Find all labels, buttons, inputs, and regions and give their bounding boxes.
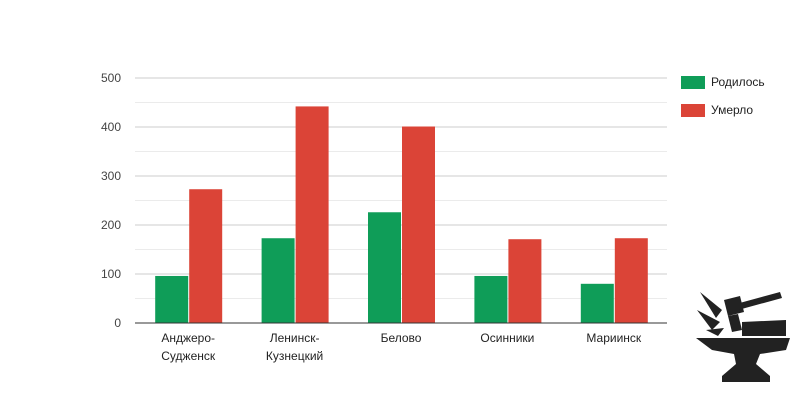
legend-label: Родилось xyxy=(711,75,765,89)
bar-born xyxy=(261,238,295,323)
y-tick-label: 200 xyxy=(101,218,121,232)
x-tick-label: Кузнецкий xyxy=(266,349,323,363)
bar-born xyxy=(474,275,508,323)
legend-item-born[interactable]: Родилось xyxy=(681,75,765,89)
x-tick-label: Мариинск xyxy=(586,331,642,345)
x-tick-label: Ленинск- xyxy=(270,331,320,345)
x-tick-label: Осинники xyxy=(480,331,534,345)
bar-born xyxy=(580,283,614,323)
x-tick-label: Анджеро- xyxy=(161,331,215,345)
bar-born xyxy=(155,275,189,323)
y-tick-label: 0 xyxy=(114,316,121,330)
bar-died xyxy=(189,189,223,323)
y-tick-label: 500 xyxy=(101,71,121,85)
bar-died xyxy=(402,126,435,323)
legend-swatch xyxy=(681,75,705,89)
x-tick-label: Белово xyxy=(381,331,422,345)
legend-swatch xyxy=(681,103,705,117)
bar-died xyxy=(508,239,542,323)
bar-died xyxy=(295,106,329,323)
legend-item-died[interactable]: Умерло xyxy=(681,103,765,117)
y-tick-label: 400 xyxy=(101,120,121,134)
legend-label: Умерло xyxy=(711,103,754,117)
legend: Родилось Умерло xyxy=(681,75,765,131)
bar-born xyxy=(368,212,401,323)
y-tick-label: 100 xyxy=(101,267,121,281)
bar-died xyxy=(614,238,648,323)
y-tick-label: 300 xyxy=(101,169,121,183)
x-tick-label: Судженск xyxy=(161,349,216,363)
